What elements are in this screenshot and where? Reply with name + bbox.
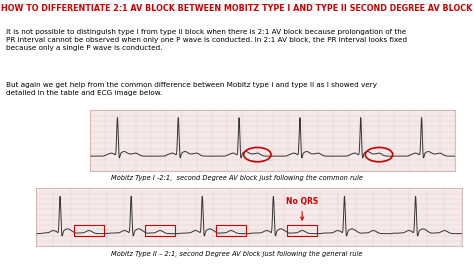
Text: Mobitz Type I -2:1,  second Degree AV block just following the common rule: Mobitz Type I -2:1, second Degree AV blo…: [111, 175, 363, 181]
Bar: [287, 225, 317, 236]
Bar: [74, 225, 104, 236]
Bar: [216, 225, 246, 236]
Text: No QRS: No QRS: [286, 197, 319, 220]
Text: It is not possible to distinguish type I from type II block when there is 2:1 AV: It is not possible to distinguish type I…: [6, 29, 407, 51]
Text: Mobitz Type II – 2:1, second Degree AV block just following the general rule: Mobitz Type II – 2:1, second Degree AV b…: [111, 251, 363, 257]
Bar: [145, 225, 175, 236]
Text: HOW TO DIFFERENTIATE 2:1 AV BLOCK BETWEEN MOBITZ TYPE I AND TYPE II SECOND DEGRE: HOW TO DIFFERENTIATE 2:1 AV BLOCK BETWEE…: [1, 4, 473, 13]
Text: But again we get help from the common difference between Mobitz type I and type : But again we get help from the common di…: [6, 82, 377, 97]
